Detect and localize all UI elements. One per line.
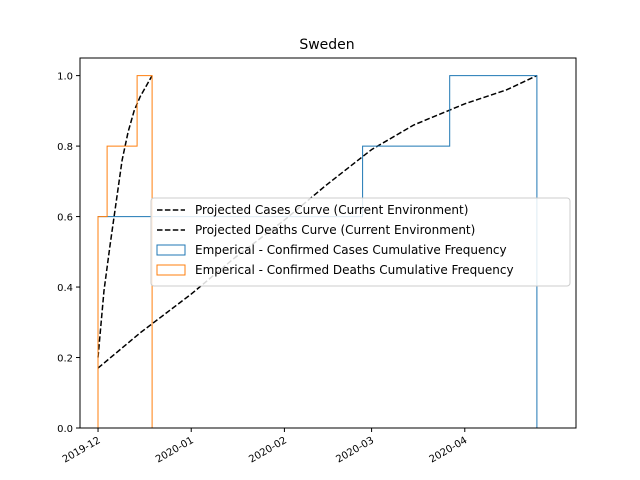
x-tick-label: 2019-12 bbox=[61, 435, 103, 465]
legend-swatch bbox=[156, 264, 186, 276]
y-tick-label: 0.4 bbox=[57, 283, 73, 294]
legend-swatch bbox=[156, 244, 186, 256]
x-tick-label: 2020-01 bbox=[154, 435, 196, 465]
y-tick-label: 0.8 bbox=[57, 142, 73, 153]
x-axis: 2019-12 2020-01 2020-02 2020-03 2020-04 bbox=[61, 428, 469, 465]
legend-label: Emperical - Confirmed Cases Cumulative F… bbox=[195, 243, 507, 257]
y-axis: 0.0 0.2 0.4 0.6 0.8 1.0 bbox=[57, 72, 80, 435]
legend-label: Projected Deaths Curve (Current Environm… bbox=[195, 223, 475, 237]
y-tick-label: 1.0 bbox=[57, 72, 73, 83]
legend-label: Projected Cases Curve (Current Environme… bbox=[195, 203, 468, 217]
series-4-step bbox=[97, 75, 153, 428]
legend: Projected Cases Curve (Current Environme… bbox=[150, 197, 571, 287]
axes-frame bbox=[79, 57, 577, 429]
series-2-line bbox=[97, 75, 153, 358]
series-3-step bbox=[97, 75, 538, 428]
x-tick-label: 2020-03 bbox=[334, 435, 376, 465]
x-tick-label: 2020-02 bbox=[247, 435, 289, 465]
series-1-line bbox=[97, 74, 538, 369]
legend-label: Emperical - Confirmed Deaths Cumulative … bbox=[195, 263, 514, 277]
y-tick-label: 0.2 bbox=[57, 354, 73, 365]
y-tick-label: 0.0 bbox=[57, 424, 73, 435]
legend-box bbox=[150, 197, 571, 287]
chart-title: Sweden bbox=[299, 37, 354, 53]
plot-area bbox=[97, 74, 538, 428]
x-tick-label: 2020-04 bbox=[428, 435, 470, 465]
y-tick-label: 0.6 bbox=[57, 213, 73, 224]
